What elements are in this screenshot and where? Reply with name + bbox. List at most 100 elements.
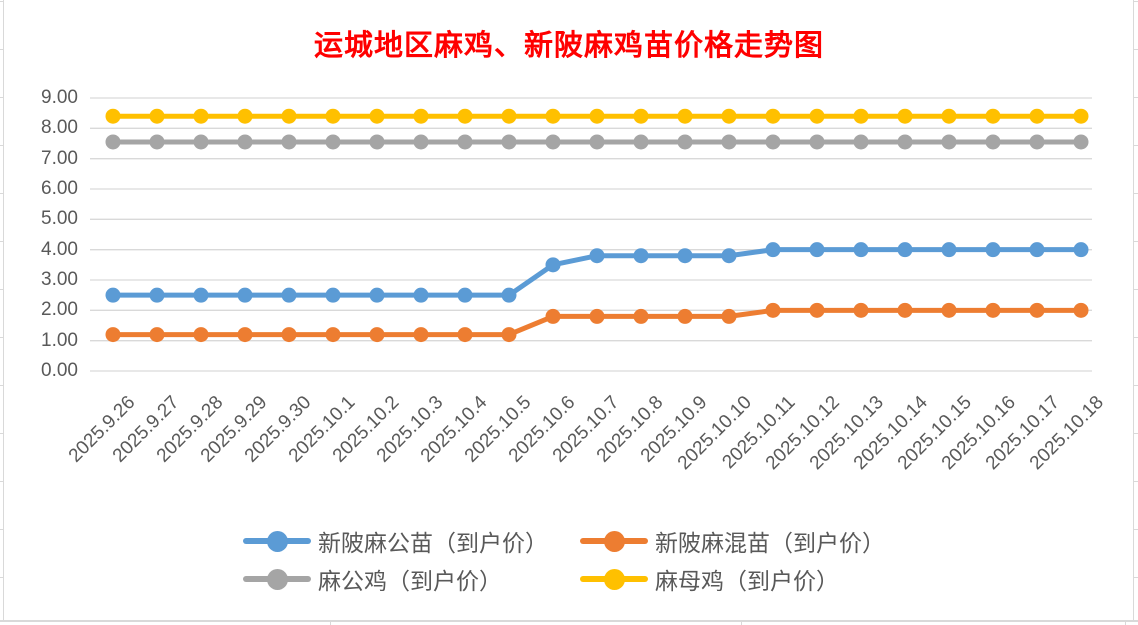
data-point-ma-hen	[237, 108, 253, 124]
data-point-xinpo-mixed-chick	[985, 302, 1001, 318]
data-point-xinpo-male-chick	[1073, 242, 1089, 258]
sheet-row-tick	[1134, 577, 1138, 578]
sheet-row-tick	[1134, 97, 1138, 98]
legend-marker-xinpo-male-chick	[243, 526, 311, 556]
legend-label: 新陂麻公苗（到户价）	[318, 531, 548, 556]
data-point-xinpo-mixed-chick	[765, 302, 781, 318]
sheet-row-tick	[1134, 337, 1138, 338]
data-point-ma-rooster	[237, 134, 253, 150]
data-point-ma-rooster	[105, 134, 121, 150]
sheet-row-tick	[0, 241, 4, 242]
data-point-ma-rooster	[985, 134, 1001, 150]
y-tick-label: 0.00	[41, 360, 78, 381]
data-point-xinpo-male-chick	[765, 242, 781, 258]
data-point-xinpo-male-chick	[325, 287, 341, 303]
data-point-xinpo-male-chick	[193, 287, 209, 303]
data-point-ma-hen	[985, 108, 1001, 124]
legend-marker-ma-rooster	[243, 564, 311, 594]
data-point-ma-hen	[413, 108, 429, 124]
sheet-row-tick	[1134, 433, 1138, 434]
legend-item-ma-hen: 麻母鸡（到户价）	[580, 564, 839, 594]
data-point-xinpo-mixed-chick	[633, 308, 649, 324]
data-point-xinpo-male-chick	[501, 287, 517, 303]
data-point-xinpo-male-chick	[941, 242, 957, 258]
legend-dot	[267, 531, 288, 552]
y-tick-label: 6.00	[41, 178, 78, 199]
data-point-ma-hen	[765, 108, 781, 124]
data-point-xinpo-mixed-chick	[1073, 302, 1089, 318]
data-point-xinpo-mixed-chick	[853, 302, 869, 318]
data-point-ma-rooster	[897, 134, 913, 150]
data-point-ma-hen	[369, 108, 385, 124]
data-point-ma-hen	[193, 108, 209, 124]
sheet-row-tick	[1134, 145, 1138, 146]
data-point-ma-rooster	[325, 134, 341, 150]
sheet-col-tick	[1125, 622, 1126, 625]
y-tick-label: 8.00	[41, 117, 78, 139]
sheet-row-tick	[0, 193, 4, 194]
data-point-xinpo-male-chick	[413, 287, 429, 303]
data-point-xinpo-mixed-chick	[149, 327, 165, 343]
data-point-ma-rooster	[545, 134, 561, 150]
data-point-ma-rooster	[149, 134, 165, 150]
data-point-xinpo-male-chick	[545, 257, 561, 273]
data-point-xinpo-male-chick	[853, 242, 869, 258]
sheet-row-tick	[1134, 1, 1138, 2]
data-point-xinpo-male-chick	[237, 287, 253, 303]
data-point-xinpo-mixed-chick	[897, 302, 913, 318]
y-tick-label: 7.00	[41, 147, 78, 169]
sheet-row-tick	[0, 145, 4, 146]
data-point-ma-rooster	[677, 134, 693, 150]
legend-marker-ma-hen	[580, 564, 648, 594]
sheet-row-tick	[0, 385, 4, 386]
data-point-ma-rooster	[721, 134, 737, 150]
data-point-ma-hen	[677, 108, 693, 124]
data-point-xinpo-mixed-chick	[721, 308, 737, 324]
chart-title: 运城地区麻鸡、新陂麻鸡苗价格走势图	[313, 30, 824, 62]
data-point-ma-hen	[721, 108, 737, 124]
data-point-xinpo-male-chick	[105, 287, 121, 303]
data-point-ma-hen	[457, 108, 473, 124]
data-point-xinpo-male-chick	[677, 248, 693, 264]
sheet-row-tick	[0, 529, 4, 530]
data-point-ma-rooster	[1073, 134, 1089, 150]
legend-dot	[604, 569, 625, 590]
legend-item-ma-rooster: 麻公鸡（到户价）	[243, 564, 502, 594]
data-point-ma-rooster	[281, 134, 297, 150]
data-point-ma-rooster	[941, 134, 957, 150]
legend-label: 麻母鸡（到户价）	[655, 569, 839, 594]
data-point-ma-hen	[325, 108, 341, 124]
sheet-gridline-left	[3, 0, 4, 621]
sheet-gridline-bottom	[0, 620, 1138, 622]
data-point-xinpo-male-chick	[281, 287, 297, 303]
sheet-row-tick	[0, 577, 4, 578]
legend-item-xinpo-mixed-chick: 新陂麻混苗（到户价）	[580, 526, 885, 556]
y-tick-label: 9.00	[41, 87, 78, 108]
y-tick-label: 2.00	[41, 299, 78, 321]
data-point-ma-rooster	[589, 134, 605, 150]
sheet-row-tick	[1134, 481, 1138, 482]
data-point-xinpo-male-chick	[1029, 242, 1045, 258]
data-point-ma-hen	[545, 108, 561, 124]
data-point-ma-rooster	[193, 134, 209, 150]
legend-item-xinpo-male-chick: 新陂麻公苗（到户价）	[243, 526, 548, 556]
data-point-xinpo-mixed-chick	[545, 308, 561, 324]
y-tick-label: 1.00	[41, 329, 78, 351]
data-point-xinpo-male-chick	[809, 242, 825, 258]
sheet-col-tick	[741, 622, 742, 625]
data-point-ma-hen	[281, 108, 297, 124]
sheet-row-tick	[0, 289, 4, 290]
data-point-xinpo-mixed-chick	[325, 327, 341, 343]
data-point-xinpo-mixed-chick	[237, 327, 253, 343]
data-point-xinpo-mixed-chick	[281, 327, 297, 343]
data-point-ma-hen	[105, 108, 121, 124]
data-point-ma-hen	[853, 108, 869, 124]
data-point-ma-rooster	[369, 134, 385, 150]
data-point-ma-rooster	[1029, 134, 1045, 150]
sheet-row-tick	[1134, 289, 1138, 290]
sheet-row-tick	[1134, 193, 1138, 194]
data-point-xinpo-male-chick	[457, 287, 473, 303]
data-point-ma-hen	[897, 108, 913, 124]
data-point-ma-rooster	[457, 134, 473, 150]
